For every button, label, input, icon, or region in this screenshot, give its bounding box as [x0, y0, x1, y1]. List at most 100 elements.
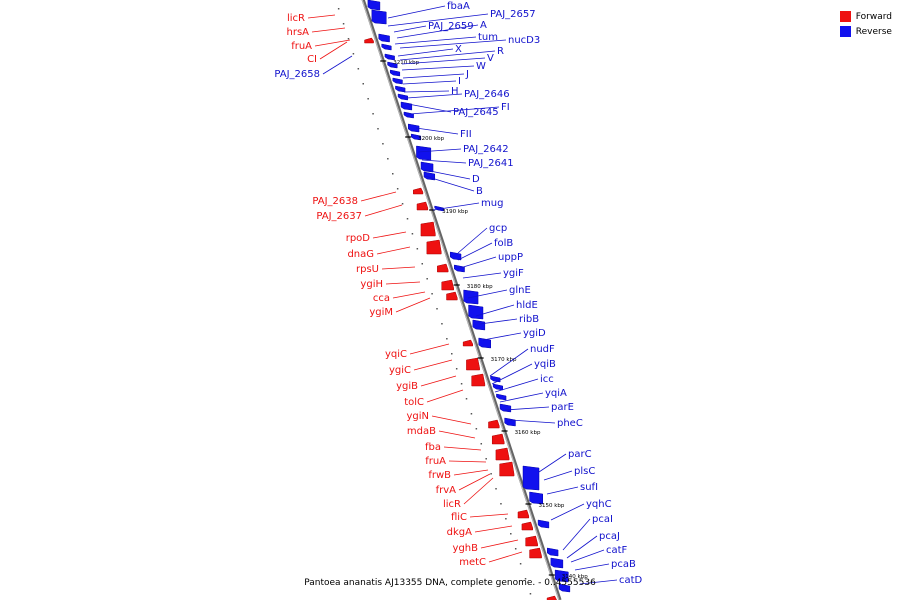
reverse-gene[interactable] — [472, 319, 486, 331]
gene-label[interactable]: yqiB — [534, 359, 556, 370]
reverse-gene[interactable] — [367, 0, 381, 11]
gene-label[interactable]: yqiA — [545, 388, 567, 399]
reverse-gene[interactable] — [403, 111, 414, 119]
reverse-gene[interactable] — [397, 93, 408, 101]
gene-label[interactable]: licR — [443, 499, 461, 510]
reverse-gene[interactable] — [449, 251, 462, 261]
reverse-gene[interactable] — [529, 491, 544, 505]
gene-label[interactable]: W — [476, 61, 486, 72]
gene-label[interactable]: ribB — [519, 314, 539, 325]
reverse-gene[interactable] — [537, 519, 550, 529]
forward-gene[interactable] — [426, 239, 442, 255]
gene-label[interactable]: ygiC — [389, 365, 411, 376]
forward-gene[interactable] — [416, 201, 429, 211]
gene-label[interactable]: PAJ_2659 — [428, 21, 474, 32]
gene-label[interactable]: PAJ_2658 — [274, 69, 320, 80]
gene-label[interactable]: V — [487, 53, 494, 64]
forward-gene[interactable] — [420, 221, 436, 237]
gene-label[interactable]: icc — [540, 374, 554, 385]
reverse-gene[interactable] — [392, 77, 403, 85]
gene-label[interactable]: rpsU — [356, 264, 379, 275]
reverse-gene[interactable] — [371, 9, 387, 25]
reverse-gene[interactable] — [550, 557, 564, 569]
gene-label[interactable]: gcp — [489, 223, 507, 234]
reverse-gene[interactable] — [434, 205, 444, 212]
gene-label[interactable]: parC — [568, 449, 592, 460]
forward-gene[interactable] — [521, 521, 533, 531]
forward-gene[interactable] — [546, 595, 557, 600]
gene-label[interactable]: fruA — [425, 456, 446, 467]
forward-gene[interactable] — [517, 509, 530, 519]
reverse-gene[interactable] — [395, 85, 406, 93]
gene-label[interactable]: CI — [307, 54, 317, 65]
gene-label[interactable]: catD — [619, 575, 643, 586]
gene-label[interactable]: frwB — [428, 470, 451, 481]
gene-label[interactable]: ygiB — [396, 381, 418, 392]
gene-label[interactable]: ygiM — [369, 307, 393, 318]
forward-gene[interactable] — [529, 547, 542, 559]
gene-label[interactable]: J — [465, 69, 469, 80]
gene-label[interactable]: glnE — [509, 285, 531, 296]
gene-label[interactable]: cca — [373, 293, 390, 304]
forward-gene[interactable] — [466, 357, 480, 371]
gene-label[interactable]: H — [451, 86, 459, 97]
gene-label[interactable]: yqiC — [385, 349, 407, 360]
gene-label[interactable]: dkgA — [447, 527, 472, 538]
gene-label[interactable]: yghB — [453, 543, 479, 554]
gene-label[interactable]: frvA — [436, 485, 457, 496]
gene-label[interactable]: uppP — [498, 252, 523, 263]
gene-label[interactable]: parE — [551, 402, 574, 413]
reverse-gene[interactable] — [387, 61, 398, 69]
gene-label[interactable]: PAJ_2641 — [468, 158, 514, 169]
forward-gene[interactable] — [525, 535, 538, 547]
gene-label[interactable]: metC — [459, 557, 486, 568]
forward-gene[interactable] — [488, 419, 500, 429]
gene-label[interactable]: pcaB — [611, 559, 636, 570]
reverse-gene[interactable] — [554, 569, 569, 583]
gene-label[interactable]: fruA — [291, 41, 312, 52]
forward-gene[interactable] — [364, 37, 374, 44]
gene-label[interactable]: FI — [501, 102, 510, 113]
forward-gene[interactable] — [441, 279, 454, 291]
reverse-gene[interactable] — [420, 161, 434, 173]
gene-label[interactable]: rpoD — [346, 233, 371, 244]
gene-label[interactable]: plsC — [574, 466, 595, 477]
gene-label[interactable]: A — [480, 20, 487, 31]
gene-label[interactable]: PAJ_2645 — [453, 107, 499, 118]
gene-label[interactable]: R — [497, 46, 504, 57]
gene-label[interactable]: D — [472, 174, 480, 185]
gene-label[interactable]: yqhC — [586, 499, 612, 510]
reverse-gene[interactable] — [384, 53, 395, 61]
forward-gene[interactable] — [471, 373, 486, 387]
gene-label[interactable]: B — [476, 186, 483, 197]
forward-gene[interactable] — [446, 291, 458, 301]
gene-label[interactable]: fliC — [451, 512, 467, 523]
reverse-gene[interactable] — [504, 417, 516, 427]
gene-label[interactable]: pcaJ — [599, 531, 620, 542]
reverse-gene[interactable] — [547, 547, 559, 557]
gene-label[interactable]: dnaG — [347, 249, 374, 260]
gene-label[interactable]: mug — [481, 198, 503, 209]
gene-label[interactable]: tum — [478, 32, 498, 43]
gene-label[interactable]: PAJ_2637 — [316, 211, 362, 222]
reverse-gene[interactable] — [416, 145, 432, 161]
gene-label[interactable]: nucD3 — [508, 35, 540, 46]
gene-label[interactable]: ygiF — [503, 268, 524, 279]
reverse-gene[interactable] — [400, 101, 413, 111]
gene-label[interactable]: tolC — [404, 397, 424, 408]
reverse-gene[interactable] — [492, 383, 504, 391]
gene-label[interactable]: ygiD — [523, 328, 546, 339]
reverse-gene[interactable] — [389, 69, 401, 77]
reverse-gene[interactable] — [407, 123, 420, 133]
gene-label[interactable]: licR — [287, 13, 305, 24]
gene-label[interactable]: FII — [460, 129, 472, 140]
forward-gene[interactable] — [462, 339, 473, 347]
reverse-gene[interactable] — [381, 43, 392, 51]
gene-label[interactable]: mdaB — [407, 426, 436, 437]
forward-gene[interactable] — [499, 461, 515, 477]
reverse-gene[interactable] — [499, 403, 512, 413]
reverse-gene[interactable] — [454, 264, 465, 273]
gene-label[interactable]: I — [458, 76, 461, 87]
reverse-gene[interactable] — [410, 133, 422, 141]
reverse-gene[interactable] — [496, 393, 507, 401]
